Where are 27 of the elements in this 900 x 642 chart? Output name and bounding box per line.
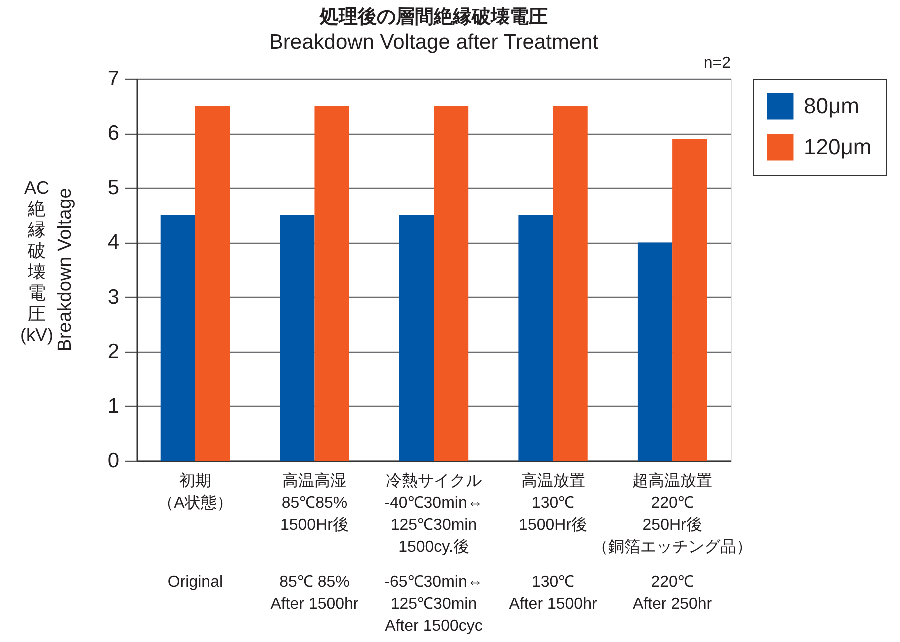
bar xyxy=(434,106,469,461)
chart-subtitle: Breakdown Voltage after Treatment xyxy=(269,31,599,54)
legend-label: 120μm xyxy=(804,134,872,160)
bar xyxy=(672,139,708,461)
text: n=2 xyxy=(704,55,732,72)
chart-title: 処理後の層間絶縁破壊電圧 xyxy=(319,6,548,28)
bar xyxy=(638,242,673,461)
y-tick-label: 2 xyxy=(108,340,120,364)
bar xyxy=(518,215,554,461)
bar xyxy=(553,106,588,461)
y-tick-label: 7 xyxy=(108,68,120,90)
bar xyxy=(314,106,350,461)
bar xyxy=(399,215,434,461)
y-tick-label: 0 xyxy=(108,450,120,472)
bar xyxy=(280,215,315,461)
y-tick-label: 6 xyxy=(108,122,120,146)
category-label: 高温高湿 85℃85% 1500Hr後 85℃ 85% After 1500hr xyxy=(270,473,359,613)
y-tick-label: 1 xyxy=(108,394,120,418)
y-tick-label: 3 xyxy=(108,286,120,309)
bar xyxy=(160,215,196,461)
category-label: 冷熱サイクル -40℃30min⇔ 125℃30min 1500cy.後 -65℃30min⇔ 125℃30min After 1500cyc xyxy=(384,473,484,635)
y-tick-label: 4 xyxy=(108,231,120,254)
bar xyxy=(195,106,230,461)
category-label: 高温放置 130℃ 1500Hr後 130℃ After 1500hr xyxy=(509,473,598,613)
y-tick-label: 5 xyxy=(108,176,120,200)
category-label: 初期（A状態） Original xyxy=(158,473,233,591)
legend-label: 80μm xyxy=(804,94,860,118)
